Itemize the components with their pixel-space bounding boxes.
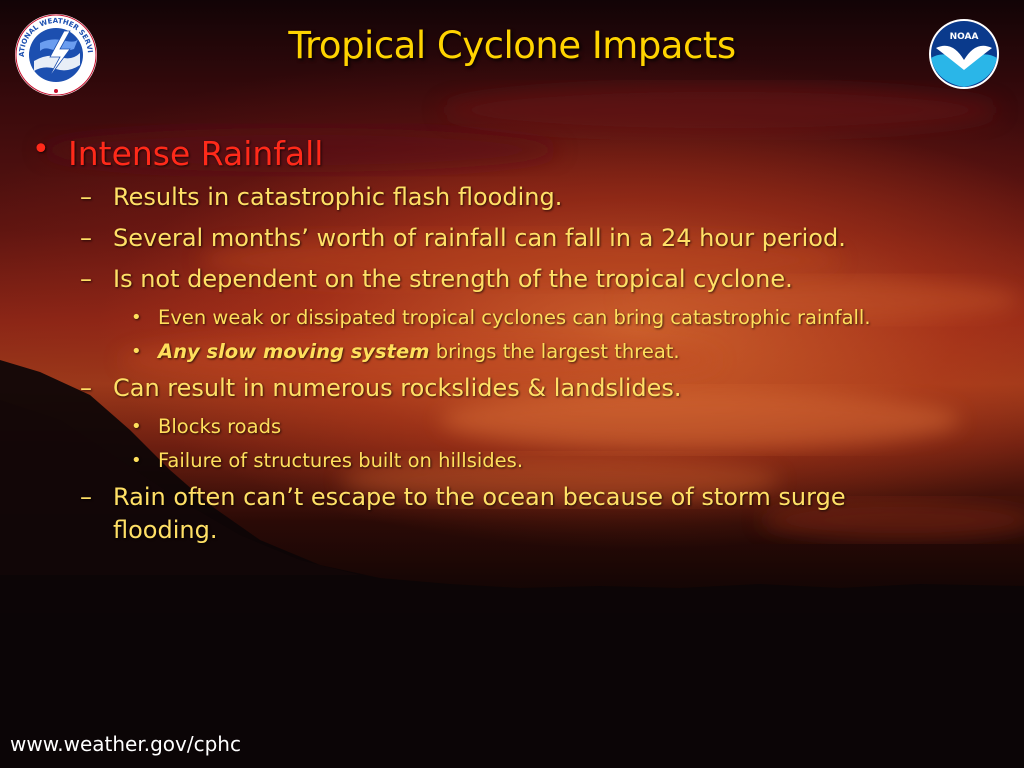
sub-list-item: • Failure of structures built on hillsid…	[28, 447, 898, 475]
sub-list-item: • Blocks roads	[28, 413, 898, 441]
list-item-text: Several months’ worth of rainfall can fa…	[113, 224, 846, 252]
dash-marker: –	[80, 224, 92, 252]
svg-text:NOAA: NOAA	[950, 32, 979, 42]
sub-list-item-text: Failure of structures built on hillsides…	[158, 449, 524, 472]
dash-marker: –	[80, 265, 92, 293]
dash-marker: –	[80, 183, 92, 211]
bullet-list: • Intense Rainfall – Results in catastro…	[28, 132, 928, 555]
sub-list-item: • Even weak or dissipated tropical cyclo…	[28, 304, 898, 332]
nws-logo: NATIONAL WEATHER SERVICE	[14, 13, 97, 96]
sub-list-item-text: Even weak or dissipated tropical cyclone…	[158, 306, 871, 329]
emphasis-text: Any slow moving system	[158, 340, 430, 363]
sub-list-item-text: brings the largest threat.	[429, 340, 680, 363]
list-item-text: Results in catastrophic flash flooding.	[113, 183, 563, 211]
footer-url: www.weather.gov/cphc	[10, 732, 241, 756]
slide-title: Tropical Cyclone Impacts	[288, 24, 736, 67]
bullet-heading-intense-rainfall: • Intense Rainfall	[28, 132, 928, 173]
list-item: – Several months’ worth of rainfall can …	[28, 222, 893, 255]
dash-marker: –	[80, 483, 92, 511]
dash-marker: –	[80, 374, 92, 402]
list-item: – Results in catastrophic flash flooding…	[28, 181, 893, 214]
bullet-marker: •	[131, 307, 142, 328]
bullet-heading-text: Intense Rainfall	[68, 134, 324, 173]
list-item-text: Rain often can’t escape to the ocean bec…	[113, 483, 846, 544]
list-item: – Rain often can’t escape to the ocean b…	[28, 481, 893, 547]
list-item-text: Is not dependent on the strength of the …	[113, 265, 793, 293]
noaa-logo: NOAA	[929, 19, 999, 89]
list-item: – Can result in numerous rockslides & la…	[28, 372, 893, 405]
sub-list-item-text: Blocks roads	[158, 415, 282, 438]
bullet-marker: •	[131, 450, 142, 471]
bullet-marker: •	[131, 416, 142, 437]
bullet-marker: •	[131, 341, 142, 362]
bullet-marker: •	[32, 132, 50, 167]
list-item-text: Can result in numerous rockslides & land…	[113, 374, 682, 402]
sub-list-item: • Any slow moving system brings the larg…	[28, 338, 898, 366]
list-item: – Is not dependent on the strength of th…	[28, 263, 893, 296]
